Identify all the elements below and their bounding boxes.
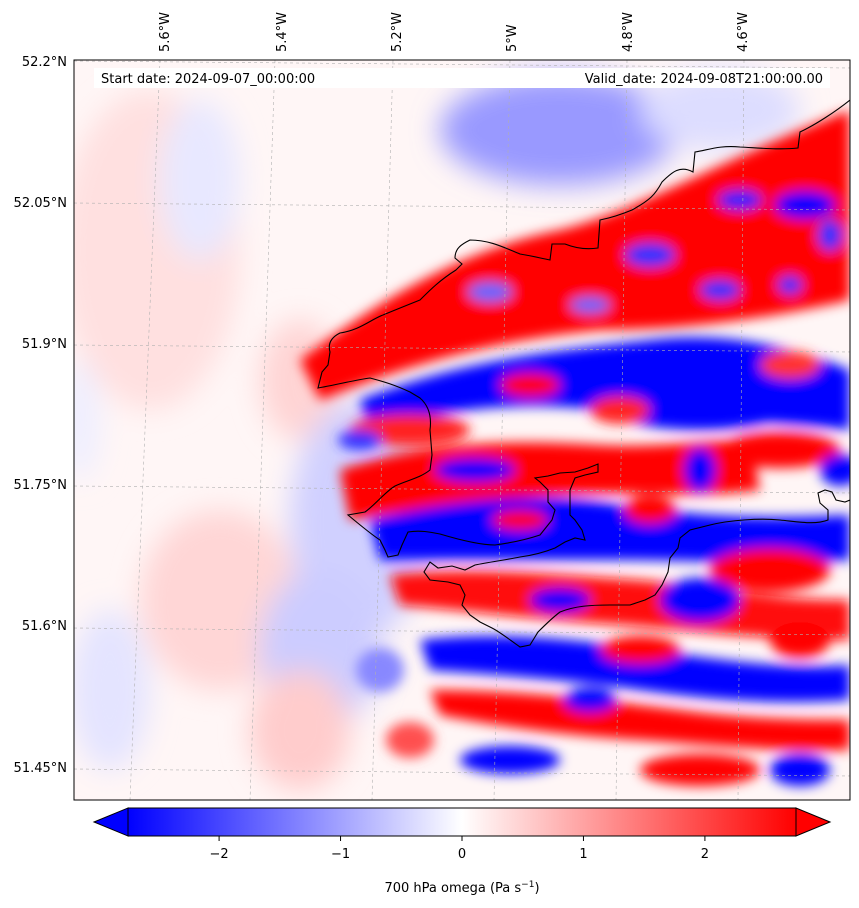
lat-label: 52.05°N bbox=[14, 196, 67, 211]
lon-label: 5.6°W bbox=[158, 12, 173, 52]
lat-label: 52.2°N bbox=[22, 55, 67, 70]
colorbar-label-end: ) bbox=[534, 881, 539, 896]
colorbar-body bbox=[127, 807, 797, 837]
colorbar-label-text: 700 hPa omega (Pa s bbox=[384, 881, 521, 896]
omega-field: Start date: 2024-09-07_00:00:00 Valid_da… bbox=[74, 60, 850, 800]
colorbar-extend-low bbox=[92, 807, 129, 837]
lon-label: 4.6°W bbox=[736, 12, 751, 52]
lat-label: 51.45°N bbox=[14, 761, 67, 776]
lat-label: 51.75°N bbox=[14, 478, 67, 493]
longitude-labels: 5.6°W 5.4°W 5.2°W 5°W 4.8°W 4.6°W bbox=[158, 12, 751, 52]
coastline bbox=[317, 99, 850, 648]
valid-date-label: Valid_date: 2024-09-08T21:00:00.00 bbox=[585, 72, 823, 87]
colorbar-tick-label: −2 bbox=[210, 847, 229, 862]
colorbar-tick-label: 1 bbox=[579, 847, 587, 862]
map-frame bbox=[73, 59, 851, 801]
lat-label: 51.6°N bbox=[22, 619, 67, 634]
colorbar: −2 −1 0 1 2 700 hPa omega (Pa s−1) bbox=[92, 807, 832, 896]
colorbar-extend-high bbox=[795, 807, 832, 837]
colorbar-ticks: −2 −1 0 1 2 bbox=[210, 836, 709, 862]
lat-label: 51.9°N bbox=[22, 337, 67, 352]
colorbar-label: 700 hPa omega (Pa s−1) bbox=[384, 880, 539, 896]
start-date-label: Start date: 2024-09-07_00:00:00 bbox=[101, 72, 315, 87]
lon-label: 5.4°W bbox=[275, 12, 290, 52]
lon-label: 5.2°W bbox=[390, 12, 405, 52]
lon-label: 5°W bbox=[505, 24, 520, 52]
latitude-labels: 52.2°N 52.05°N 51.9°N 51.75°N 51.6°N 51.… bbox=[14, 55, 67, 776]
lon-label: 4.8°W bbox=[621, 12, 636, 52]
colorbar-tick-label: 2 bbox=[701, 847, 709, 862]
colorbar-label-sup: −1 bbox=[521, 880, 534, 890]
colorbar-tick-label: −1 bbox=[331, 847, 350, 862]
date-banner bbox=[94, 68, 830, 88]
colorbar-tick-label: 0 bbox=[458, 847, 466, 862]
